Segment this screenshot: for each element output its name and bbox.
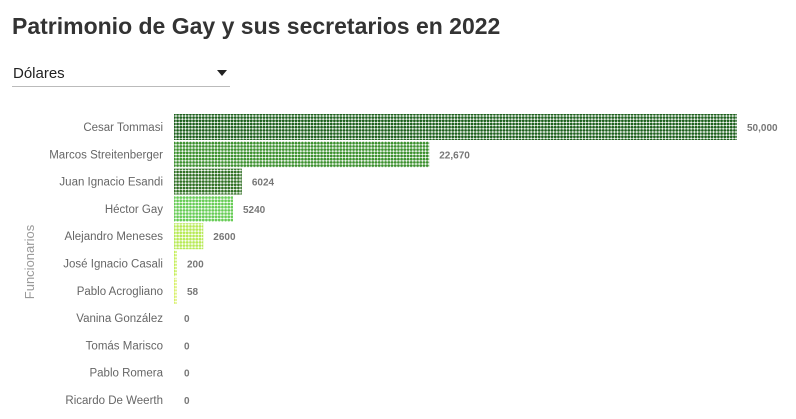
value-label: 200 — [187, 260, 204, 271]
category-label: Marcos Streitenberger — [49, 149, 163, 161]
bar[interactable] — [174, 114, 737, 140]
value-label: 0 — [184, 314, 190, 325]
category-label: Cesar Tommasi — [83, 122, 163, 134]
currency-dropdown[interactable]: Dólares — [12, 60, 230, 87]
category-label: Tomás Marisco — [86, 340, 163, 352]
bar[interactable] — [174, 141, 430, 168]
category-label: Juan Ignacio Esandi — [59, 177, 163, 189]
dot-bar-chart: Cesar Tommasi 50,000 Marcos Streitenberger… — [22, 114, 778, 407]
value-label: 0 — [184, 341, 190, 352]
value-label: 22,670 — [439, 150, 470, 161]
bar[interactable] — [174, 168, 242, 195]
category-label: Alejandro Meneses — [65, 231, 164, 243]
value-label: 0 — [184, 369, 190, 380]
chevron-down-icon — [217, 70, 227, 76]
currency-dropdown-value: Dólares — [13, 65, 65, 82]
category-label: José Ignacio Casali — [63, 259, 163, 271]
value-label: 50,000 — [747, 123, 778, 134]
bar[interactable] — [174, 250, 177, 277]
value-label: 58 — [187, 287, 199, 298]
category-label: Héctor Gay — [105, 204, 163, 216]
chart-title: Patrimonio de Gay y sus secretarios en 2… — [12, 13, 501, 39]
value-label: 6024 — [252, 178, 275, 189]
category-label: Ricardo De Weerth — [65, 395, 163, 407]
bar[interactable] — [174, 195, 234, 222]
category-label: Vanina González — [76, 313, 163, 325]
bar[interactable] — [174, 223, 204, 250]
bar[interactable] — [174, 277, 177, 304]
category-label: Pablo Romera — [89, 368, 163, 380]
category-label: Pablo Acrogliano — [77, 286, 163, 298]
y-axis-title: Funcionarios — [22, 224, 37, 299]
value-label: 0 — [184, 396, 190, 407]
value-label: 5240 — [243, 205, 266, 216]
value-label: 2600 — [213, 232, 236, 243]
